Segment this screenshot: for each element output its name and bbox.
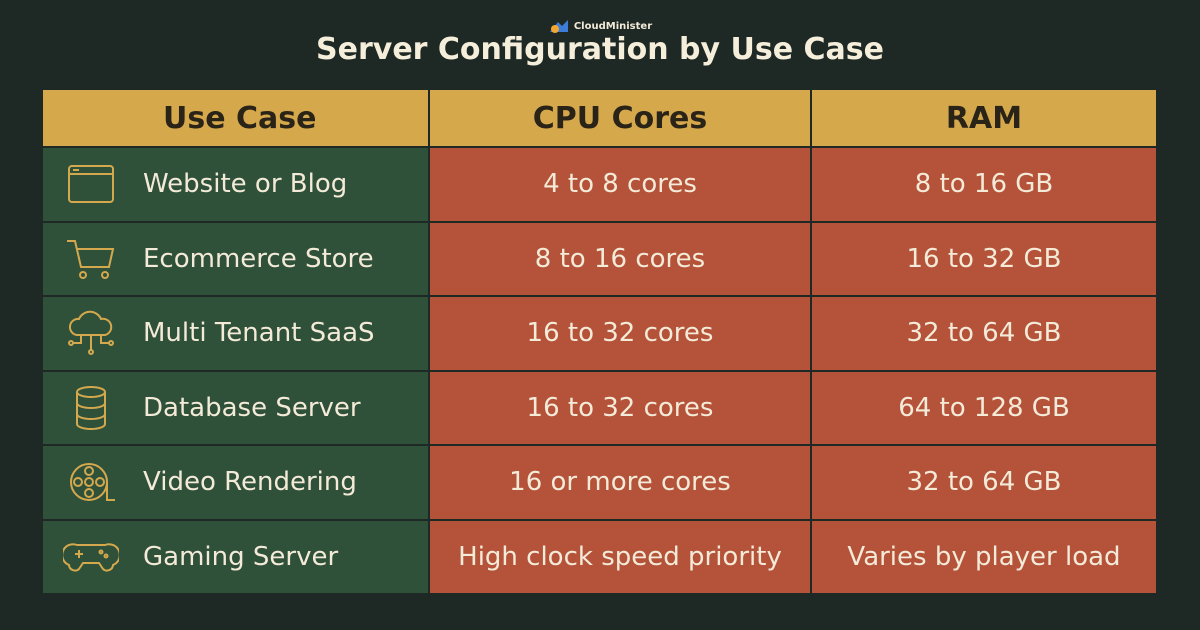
cell-text: Video Rendering: [143, 467, 357, 498]
ram-cell: 16 to 32 GB: [812, 222, 1158, 297]
use-case-cell: Ecommerce Store: [43, 222, 430, 297]
cpu-cell: High clock speed priority: [430, 520, 812, 595]
icon: [68, 165, 114, 204]
cell-text: Multi Tenant SaaS: [143, 318, 375, 349]
cpu-cell: 16 to 32 cores: [430, 297, 812, 372]
cpu-cell: 8 to 16 cores: [430, 222, 812, 297]
logo-text: CloudMinister: [573, 20, 653, 32]
ram-cell: 64 to 128 GB: [812, 371, 1158, 446]
icon: [70, 463, 115, 502]
column-header: CPU Cores: [430, 90, 812, 148]
ram-cell: 8 to 16 GB: [812, 148, 1158, 223]
use-case-cell: Database Server: [43, 371, 430, 446]
title: Server Configuration by Use Case: [316, 32, 884, 67]
use-case-cell: Website or Blog: [43, 148, 430, 223]
icon: [68, 311, 114, 356]
ram-cell: 32 to 64 GB: [812, 446, 1158, 521]
icon: [67, 239, 115, 279]
ram-cell: 32 to 64 GB: [812, 297, 1158, 372]
icon: [63, 543, 119, 572]
column-header: RAM: [812, 90, 1158, 148]
cell-text: Gaming Server: [143, 541, 339, 572]
table: Use Case CPU Cores RAM Website or Blog 4…: [43, 90, 1158, 595]
ram-cell: Varies by player load: [812, 520, 1158, 595]
use-case-cell: Multi Tenant SaaS: [43, 297, 430, 372]
cpu-cell: 16 or more cores: [430, 446, 812, 521]
logo-icon: [549, 20, 568, 33]
cell-text: Website or Blog: [143, 169, 348, 200]
use-case-cell: Video Rendering: [43, 446, 430, 521]
cpu-cell: 4 to 8 cores: [430, 148, 812, 223]
logo: CloudMinister: [0, 18, 1200, 34]
icon: [76, 385, 106, 430]
cell-text: Ecommerce Store: [143, 243, 374, 274]
column-header: Use Case: [43, 90, 430, 148]
cpu-cell: 16 to 32 cores: [430, 371, 812, 446]
cell-text: Database Server: [143, 392, 361, 423]
use-case-cell: Gaming Server: [43, 520, 430, 595]
